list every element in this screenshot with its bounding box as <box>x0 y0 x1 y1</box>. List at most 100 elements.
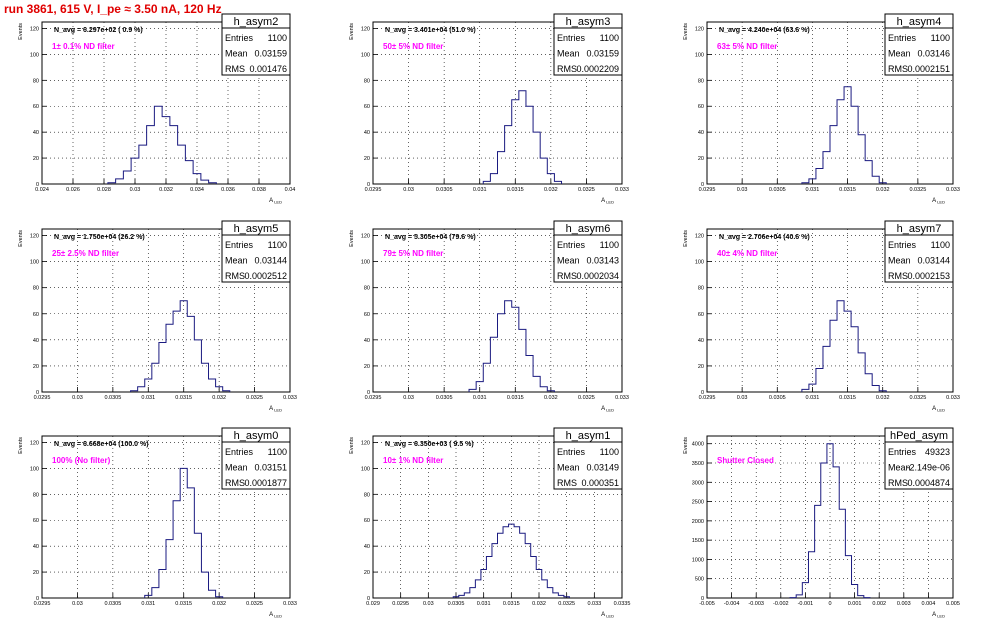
x-tick-label: 0.031 <box>477 601 491 607</box>
x-tick-label: 0.0295 <box>699 395 716 401</box>
stats-value: 0.03144 <box>917 256 950 266</box>
stats-box <box>884 220 954 283</box>
y-tick-label: 100 <box>695 52 704 58</box>
x-tick-label: 0.031 <box>473 395 487 401</box>
stats-box <box>553 427 623 490</box>
histogram-series <box>107 105 217 184</box>
panel-hPed_asym: -0.005 -0.004 -0.003 -0.002 -0.001 0 0.001 0.00… <box>683 427 960 619</box>
stats-value: 0.03143 <box>586 256 619 266</box>
x-tick-label: 0.032 <box>532 601 546 607</box>
stats-value: 0.001476 <box>249 64 287 74</box>
stats-value: 49323 <box>925 447 950 457</box>
x-tick-label: 0 <box>828 601 831 607</box>
x-tick-label: 0.0325 <box>246 395 263 401</box>
x-tick-label: 0.0305 <box>104 601 121 607</box>
y-tick-label: 80 <box>698 286 704 292</box>
panel-h_asym0: 0.0295 0.03 0.0305 0.031 0.0315 0.032 0.0325 0.… <box>18 427 297 619</box>
y-tick-label: 20 <box>33 364 39 370</box>
y-tick-label: 120 <box>30 26 39 32</box>
navg-label: N_avg = 6.350e+03 ( 9.5 %) <box>385 441 474 448</box>
y-tick-label: 2000 <box>692 519 704 525</box>
y-tick-label: 20 <box>33 156 39 162</box>
x-tick-label: 0.033 <box>283 395 297 401</box>
x-tick-label: 0.032 <box>544 187 558 193</box>
stats-value: 0.0002209 <box>576 64 619 74</box>
y-axis-title: Events <box>683 23 689 40</box>
navg-label: N_avg = 6.668e+04 (100.0 %) <box>54 441 149 448</box>
y-tick-label: 2500 <box>692 500 704 506</box>
y-tick-label: 20 <box>364 156 370 162</box>
stats-label: RMS <box>225 478 245 488</box>
y-axis-title: Events <box>349 230 355 247</box>
x-axis-title-sub: LED <box>273 614 282 619</box>
x-tick-label: 0.026 <box>66 187 80 193</box>
stats-label: Mean <box>557 463 580 473</box>
plot-frame <box>706 228 954 393</box>
y-tick-label: 4000 <box>692 442 704 448</box>
y-tick-label: 20 <box>698 156 704 162</box>
x-tick-label: 0.0315 <box>507 187 524 193</box>
y-tick-label: 120 <box>361 26 370 32</box>
stats-label: Mean <box>225 49 248 59</box>
panel-h_asym3: 0.0295 0.03 0.0305 0.031 0.0315 0.032 0.0325 0.… <box>349 13 629 205</box>
stats-value: 0.03144 <box>254 256 287 266</box>
stats-box <box>221 220 291 283</box>
plot-frame <box>372 435 623 599</box>
y-tick-label: 1000 <box>692 557 704 563</box>
x-tick-label: -0.004 <box>724 601 740 607</box>
y-tick-label: 40 <box>33 338 39 344</box>
x-tick-label: 0.0295 <box>392 601 409 607</box>
x-axis-title: A LED <box>932 198 945 205</box>
x-axis-title: A LED <box>601 406 614 413</box>
y-tick-label: 80 <box>33 78 39 84</box>
y-tick-label: 0 <box>36 596 39 602</box>
x-tick-label: 0.032 <box>212 395 226 401</box>
y-tick-label: 20 <box>364 570 370 576</box>
stats-label: Entries <box>225 33 254 43</box>
y-tick-label: 60 <box>364 104 370 110</box>
stats-label: Mean <box>888 463 911 473</box>
y-axis-title: Events <box>683 437 689 454</box>
x-tick-label: 0.0315 <box>839 395 856 401</box>
x-tick-label: -0.001 <box>798 601 814 607</box>
stats-value: 0.0001877 <box>244 478 287 488</box>
stats-label: Entries <box>225 240 254 250</box>
x-tick-label: 0.005 <box>946 601 960 607</box>
histogram-series <box>801 300 887 392</box>
panel-h_asym1: 0.029 0.0295 0.03 0.0305 0.031 0.0315 0.032 0.0… <box>349 427 630 619</box>
stats-value: -2.149e-06 <box>906 463 950 473</box>
x-tick-label: 0.03 <box>423 601 434 607</box>
filter-note: 50± 5% ND filter <box>383 42 443 51</box>
stats-label: Entries <box>888 447 917 457</box>
x-tick-label: 0.03 <box>737 187 748 193</box>
y-tick-label: 60 <box>364 312 370 318</box>
x-tick-label: 0.0305 <box>436 187 453 193</box>
histogram-series <box>130 300 231 392</box>
x-tick-label: 0.029 <box>366 601 380 607</box>
stats-label: Mean <box>557 49 580 59</box>
x-axis-title-main: A <box>269 612 273 618</box>
panel-h_asym7: 0.0295 0.03 0.0305 0.031 0.0315 0.032 0.0325 0.… <box>683 220 960 413</box>
stats-value: 0.03149 <box>586 463 619 473</box>
navg-label: N_avg = 6.297e+02 ( 0.9 %) <box>54 27 143 34</box>
y-tick-label: 40 <box>364 338 370 344</box>
stats-box <box>221 427 291 490</box>
x-tick-label: 0.0315 <box>839 187 856 193</box>
x-tick-label: 0.024 <box>35 187 49 193</box>
histogram-series <box>482 90 563 184</box>
y-tick-label: 120 <box>361 440 370 446</box>
stats-value: 1100 <box>600 33 619 43</box>
x-axis-title-main: A <box>932 198 936 204</box>
x-tick-label: 0.032 <box>544 395 558 401</box>
x-tick-label: 0.0325 <box>558 601 575 607</box>
y-tick-label: 3000 <box>692 480 704 486</box>
y-tick-label: 60 <box>33 518 39 524</box>
y-axis-title: Events <box>18 230 24 247</box>
y-tick-label: 40 <box>33 130 39 136</box>
x-tick-label: 0.001 <box>848 601 862 607</box>
x-axis-title-sub: LED <box>273 408 282 413</box>
x-tick-label: 0.0315 <box>507 395 524 401</box>
x-tick-label: 0.0295 <box>34 395 51 401</box>
y-tick-label: 120 <box>30 440 39 446</box>
